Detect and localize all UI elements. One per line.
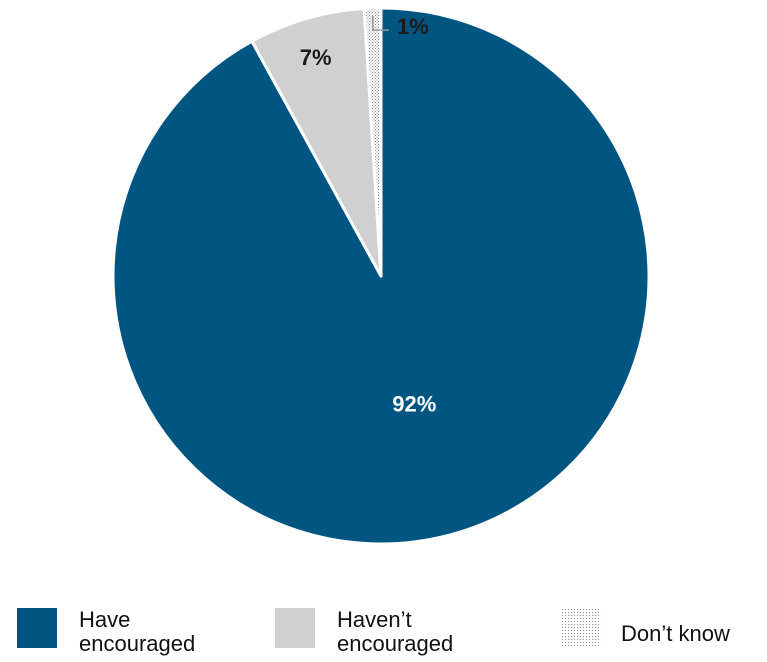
legend-label-line: Have [79, 607, 131, 632]
legend-label-havent-encouraged: Haven’t encouraged [337, 608, 453, 656]
legend-swatch-have-encouraged [17, 608, 57, 648]
legend-label-dont-know: Don’t know [621, 622, 730, 646]
legend-label-line: encouraged [79, 631, 196, 656]
pie-slices [111, 6, 651, 546]
legend-label-have-encouraged: Have encouraged [79, 608, 195, 656]
pie-slice-dont-know [362, 6, 383, 278]
legend-label-line: Haven’t [337, 607, 412, 632]
legend-label-line: encouraged [337, 631, 454, 656]
legend-swatch-dont-know [561, 608, 601, 648]
legend-label-line: Don’t know [621, 621, 730, 646]
legend: Have encouraged Haven’t encouraged Don’t… [0, 594, 767, 662]
slice-labels: 92% 7% 1% [300, 14, 437, 417]
leader-line-dont-know [372, 16, 389, 31]
slice-label-dont-know: 1% [397, 14, 429, 39]
pie-slice-havent-encouraged [250, 7, 383, 278]
slice-label-have-encouraged: 92% [392, 392, 436, 417]
legend-swatch-havent-encouraged [275, 608, 315, 648]
leader-lines [372, 16, 389, 31]
slice-label-havent-encouraged: 7% [300, 45, 332, 70]
